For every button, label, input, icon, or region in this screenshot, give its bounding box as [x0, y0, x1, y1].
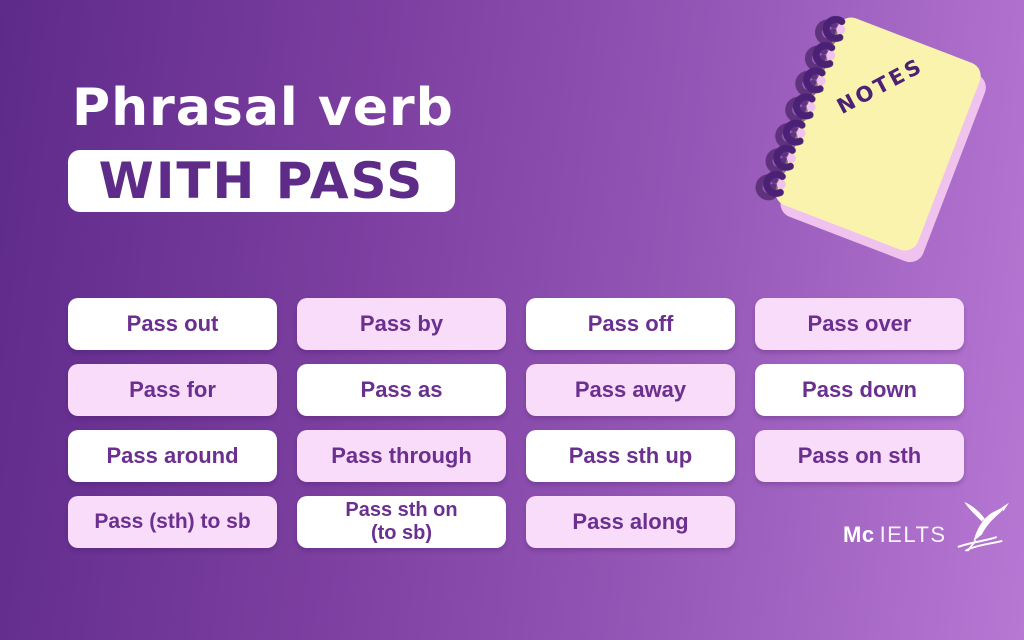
card-pass-as: Pass as: [297, 364, 506, 416]
spiral-ring-icon: [802, 67, 826, 94]
spiral-ring-icon: [773, 145, 796, 171]
notebook-spiral-rings: [758, 11, 855, 201]
brand-name-bold: Mc: [843, 522, 875, 547]
spiral-ring-icon: [793, 93, 816, 120]
brand-name-light: IELTS: [879, 522, 947, 547]
card-pass-away: Pass away: [526, 364, 735, 416]
brand-logo: Mc IELTS: [843, 500, 1009, 556]
page-title: Phrasal verb: [72, 78, 454, 138]
card-pass-on-sth: Pass on sth: [755, 430, 964, 482]
title-badge-label: WITH PASS: [98, 152, 425, 210]
spiral-ring-icon: [763, 170, 786, 197]
spiral-ring-icon: [822, 15, 846, 42]
card-pass-out: Pass out: [68, 298, 277, 350]
phrasal-verb-grid: Pass out Pass by Pass off Pass over Pass…: [68, 298, 964, 548]
title-badge: WITH PASS: [68, 150, 455, 212]
hummingbird-icon: [957, 501, 1009, 552]
card-pass-around: Pass around: [68, 430, 277, 482]
card-pass-for: Pass for: [68, 364, 277, 416]
card-pass-along: Pass along: [526, 496, 735, 548]
card-pass-by: Pass by: [297, 298, 506, 350]
card-pass-through: Pass through: [297, 430, 506, 482]
card-pass-sth-up: Pass sth up: [526, 430, 735, 482]
card-pass-sth-on-to-sb: Pass sth on (to sb): [297, 496, 506, 548]
card-pass-off: Pass off: [526, 298, 735, 350]
card-pass-over: Pass over: [755, 298, 964, 350]
card-pass-down: Pass down: [755, 364, 964, 416]
brand-text: Mc IELTS: [843, 522, 947, 548]
card-pass-sth-to-sb: Pass (sth) to sb: [68, 496, 277, 548]
spiral-ring-icon: [812, 41, 836, 68]
notebook-icon: NOTES: [763, 13, 990, 267]
spiral-ring-icon: [783, 119, 806, 146]
